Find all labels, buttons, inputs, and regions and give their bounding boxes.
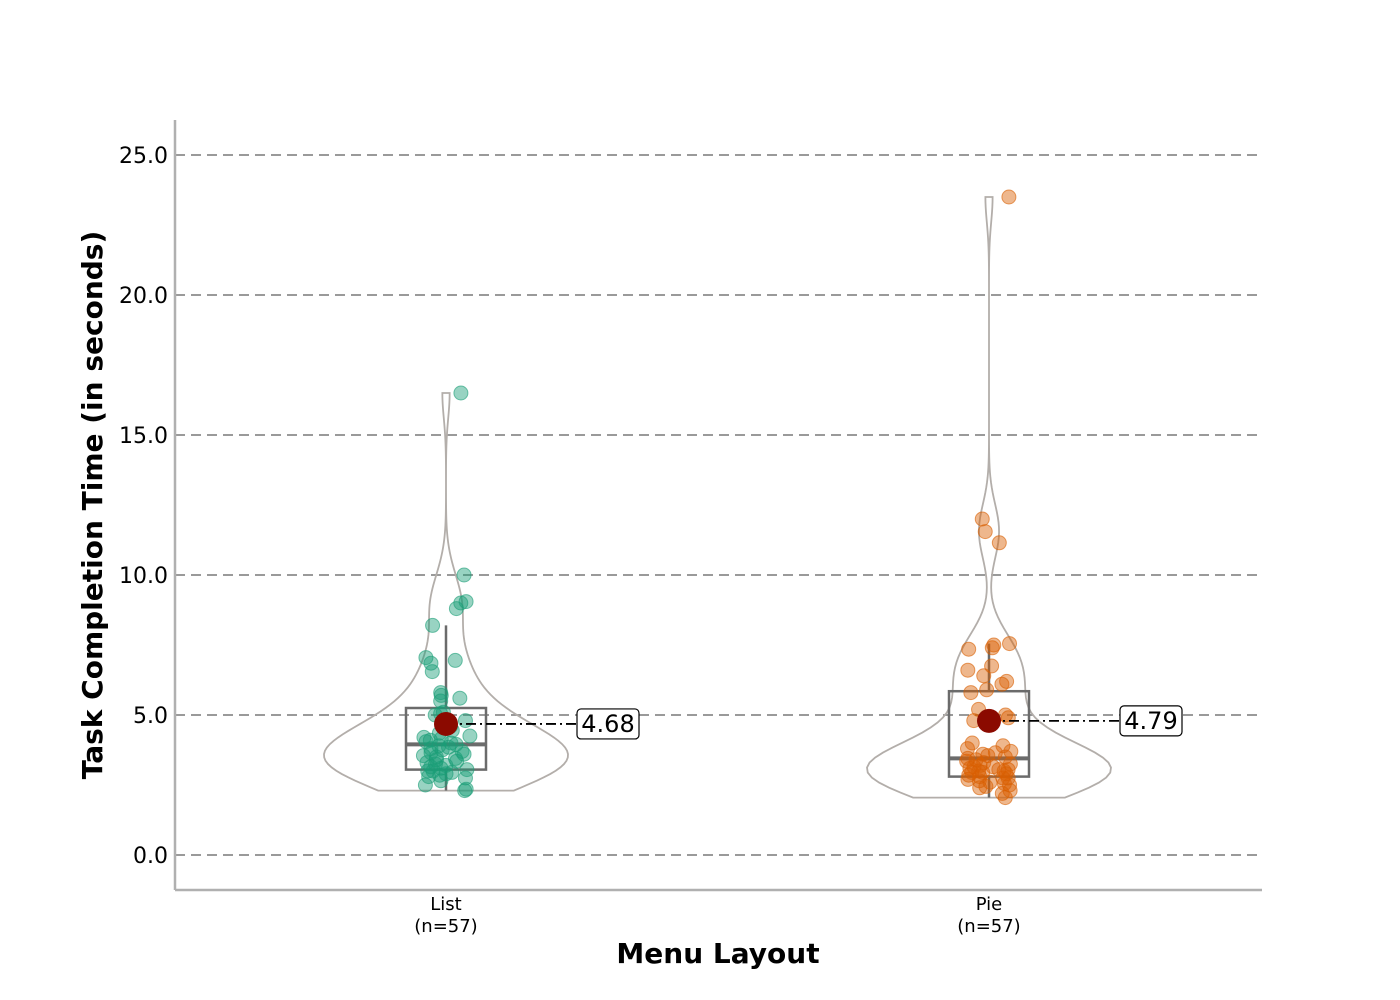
mean-marker [977, 708, 1001, 733]
x-tick-n-list: (n=57) [414, 916, 477, 937]
data-point [963, 685, 979, 701]
grid-lines [175, 154, 1262, 856]
data-point [459, 762, 475, 778]
data-points [415, 189, 1019, 806]
data-point [976, 668, 992, 684]
y-tick-label: 5.0 [133, 704, 168, 729]
x-tick-label-list: List [430, 894, 461, 915]
data-point [975, 746, 991, 762]
data-point [960, 771, 976, 787]
violins [323, 196, 1112, 799]
mean-label-box [576, 708, 640, 740]
box-iqr [947, 689, 1031, 778]
data-point [987, 745, 1003, 761]
data-point [447, 750, 463, 766]
mean-label: 4.79 [1124, 707, 1177, 735]
data-point [462, 728, 478, 744]
mean-label: 4.68 [581, 710, 634, 738]
data-point [452, 690, 468, 706]
y-tick-label: 10.0 [119, 564, 168, 589]
data-point [960, 662, 976, 678]
violin-pie [866, 196, 1112, 799]
data-point [999, 673, 1015, 689]
data-point [416, 729, 432, 745]
data-point [994, 676, 1010, 692]
data-point [418, 650, 434, 666]
data-point [433, 685, 449, 701]
data-point [964, 735, 980, 751]
data-point [419, 755, 435, 771]
data-point [977, 524, 993, 540]
data-point [960, 750, 976, 766]
box-iqr [404, 706, 488, 771]
mean-marker [434, 711, 458, 736]
data-point [425, 617, 441, 633]
data-point [1002, 636, 1018, 652]
data-point [991, 762, 1007, 778]
data-point [433, 693, 449, 709]
means: 4.68 4.79 [434, 705, 1183, 740]
data-point [1001, 189, 1017, 205]
data-point [997, 749, 1013, 765]
data-point [991, 535, 1007, 551]
x-tick-n-pie: (n=57) [957, 916, 1020, 937]
y-tick-labels: 0.0 5.0 10.0 15.0 20.0 25.0 [119, 144, 168, 869]
data-point [986, 637, 1002, 653]
data-point [458, 594, 474, 610]
y-axis-title: Task Completion Time (in seconds) [76, 231, 109, 780]
data-point [984, 658, 1000, 674]
data-point [978, 778, 994, 794]
x-axis-title: Menu Layout [616, 937, 819, 970]
x-tick-labels: List(n=57)Pie(n=57) [414, 894, 1020, 937]
data-point [453, 385, 469, 401]
y-tick-label: 0.0 [133, 844, 168, 869]
data-point [456, 567, 472, 583]
data-point [423, 655, 439, 671]
data-point [457, 713, 473, 729]
data-point [447, 652, 463, 668]
mean-label-box [1119, 705, 1183, 737]
data-point [974, 511, 990, 527]
violin-list [323, 392, 569, 792]
data-point [961, 641, 977, 657]
x-tick-label-pie: Pie [976, 894, 1003, 915]
data-point [979, 682, 995, 698]
data-point [453, 595, 469, 611]
data-point [456, 746, 472, 762]
data-point [443, 735, 459, 751]
y-tick-label: 25.0 [119, 144, 168, 169]
data-point [1003, 743, 1019, 759]
boxplots [404, 625, 1031, 798]
y-tick-label: 15.0 [119, 424, 168, 449]
y-tick-label: 20.0 [119, 284, 168, 309]
data-point [995, 770, 1011, 786]
data-point [964, 764, 980, 780]
data-point [458, 781, 474, 797]
axes [173, 120, 1262, 892]
